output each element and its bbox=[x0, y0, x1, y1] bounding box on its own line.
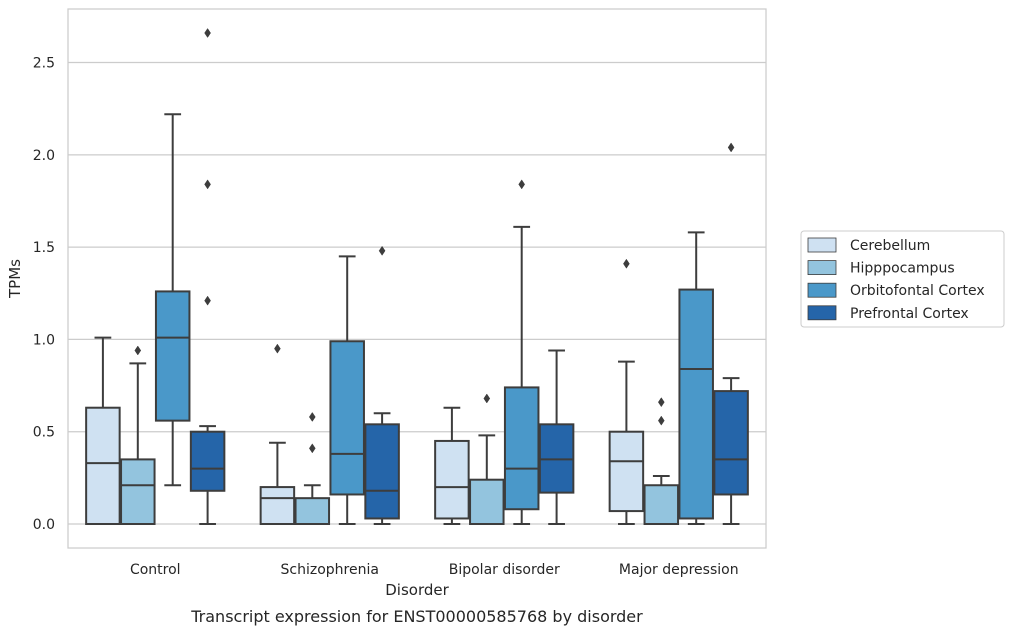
box-orbitofontal-cortex-control bbox=[154, 113, 191, 487]
outlier-point bbox=[274, 343, 281, 354]
legend-items: Cerebellum Hipppocampus Orbitofontal Corte… bbox=[807, 237, 985, 322]
iqr-box bbox=[643, 484, 680, 526]
outlier-point bbox=[657, 415, 665, 426]
outlier-point bbox=[308, 443, 316, 454]
outlier-point bbox=[204, 179, 211, 190]
iqr-box bbox=[434, 439, 470, 520]
iqr-box bbox=[364, 423, 400, 520]
y-tick-label: 1.0 bbox=[33, 332, 55, 348]
legend-item-hipppocampus: Hipppocampus bbox=[807, 260, 955, 277]
iqr-box bbox=[678, 288, 714, 520]
x-axis-label: Disorder bbox=[385, 581, 449, 599]
iqr-box bbox=[608, 430, 645, 513]
iqr-box bbox=[503, 386, 540, 511]
outlier-point bbox=[518, 179, 526, 190]
outlier-point bbox=[204, 295, 211, 306]
box-hipppocampus-bipolar-disorder bbox=[469, 393, 505, 526]
y-axis-label: TPMs bbox=[6, 259, 24, 299]
x-tick-label-schizophrenia: Schizophrenia bbox=[281, 562, 379, 578]
box-hipppocampus-control bbox=[120, 345, 156, 526]
box-cerebellum-major-depression bbox=[608, 258, 645, 526]
legend-label: Prefrontal Cortex bbox=[850, 306, 969, 322]
outlier-point bbox=[204, 28, 211, 38]
legend-item-orbitofontal-cortex: Orbitofontal Cortex bbox=[807, 282, 985, 299]
iqr-box bbox=[189, 430, 226, 492]
box-cerebellum-bipolar-disorder bbox=[434, 406, 470, 526]
outlier-point bbox=[657, 397, 665, 408]
iqr-box bbox=[120, 458, 156, 526]
outlier-point bbox=[623, 258, 630, 269]
iqr-box bbox=[154, 290, 191, 422]
outlier-point bbox=[378, 245, 386, 256]
iqr-box bbox=[469, 478, 505, 526]
series-cerebellum bbox=[85, 258, 645, 526]
y-tick-label: 0.0 bbox=[33, 517, 55, 533]
box-prefrontal-cortex-schizophrenia bbox=[364, 245, 400, 526]
box-cerebellum-schizophrenia bbox=[259, 343, 296, 526]
legend-swatch bbox=[807, 260, 837, 276]
box-prefrontal-cortex-major-depression bbox=[713, 142, 749, 526]
iqr-box bbox=[713, 390, 749, 496]
legend: Cerebellum Hipppocampus Orbitofontal Corte… bbox=[800, 230, 1005, 328]
series-prefrontal-cortex bbox=[189, 28, 749, 526]
box-prefrontal-cortex-control bbox=[189, 28, 226, 526]
box-prefrontal-cortex-bipolar-disorder bbox=[538, 349, 575, 526]
legend-swatch bbox=[807, 237, 837, 253]
iqr-box bbox=[259, 486, 296, 526]
legend-label: Hipppocampus bbox=[850, 261, 955, 277]
plot-frame bbox=[67, 8, 767, 549]
iqr-box bbox=[294, 497, 331, 526]
box-hipppocampus-major-depression bbox=[643, 397, 680, 526]
legend-frame bbox=[800, 230, 1005, 328]
series-orbitofontal-cortex bbox=[154, 113, 714, 526]
box-cerebellum-control bbox=[85, 336, 121, 526]
iqr-box bbox=[329, 340, 365, 496]
iqr-box bbox=[85, 406, 121, 526]
outlier-point bbox=[134, 345, 142, 356]
box-orbitofontal-cortex-schizophrenia bbox=[329, 255, 365, 526]
x-tick-label-control: Control bbox=[130, 562, 181, 578]
outlier-point bbox=[308, 411, 316, 422]
outlier-point bbox=[727, 142, 735, 153]
box-series bbox=[85, 28, 749, 526]
x-tick-label-bipolar-disorder: Bipolar disorder bbox=[449, 562, 560, 578]
x-tick-labels: Control Schizophrenia Bipolar disorder Majo… bbox=[130, 562, 739, 578]
y-tick-label: 2.0 bbox=[33, 148, 55, 164]
chart-caption: Transcript expression for ENST0000058576… bbox=[190, 607, 643, 626]
outlier-point bbox=[483, 393, 491, 404]
y-tick-label: 1.5 bbox=[33, 240, 55, 256]
box-orbitofontal-cortex-bipolar-disorder bbox=[503, 179, 540, 526]
legend-swatch bbox=[807, 305, 837, 321]
legend-label: Orbitofontal Cortex bbox=[850, 283, 985, 299]
legend-swatch bbox=[807, 282, 837, 298]
legend-label: Cerebellum bbox=[850, 238, 930, 254]
box-hipppocampus-schizophrenia bbox=[294, 411, 331, 526]
x-tick-label-major-depression: Major depression bbox=[619, 562, 739, 578]
box-orbitofontal-cortex-major-depression bbox=[678, 231, 714, 526]
legend-item-prefrontal-cortex: Prefrontal Cortex bbox=[807, 305, 969, 322]
y-tick-label: 2.5 bbox=[33, 56, 55, 72]
y-tick-label: 0.5 bbox=[33, 425, 55, 441]
series-hipppocampus bbox=[120, 345, 680, 526]
legend-item-cerebellum: Cerebellum bbox=[807, 237, 930, 254]
y-tick-labels: 0.0 0.5 1.0 1.5 2.0 2.5 bbox=[33, 56, 55, 533]
